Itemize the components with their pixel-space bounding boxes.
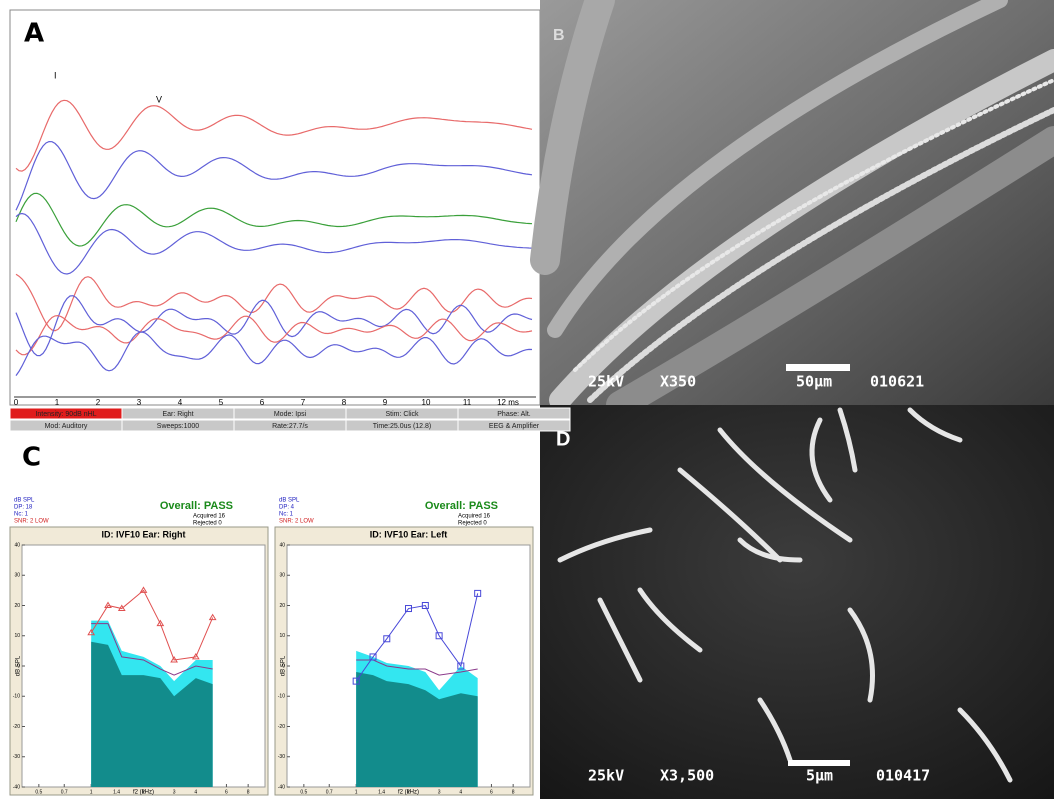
x-tick-label: 4 [194, 789, 197, 795]
y-tick-label: 40 [279, 542, 285, 548]
status-text: Mod: Auditory [45, 423, 88, 430]
y-tick-label: -10 [278, 694, 285, 700]
abr-tick-label: 12 ms [497, 398, 519, 407]
wave-label: I [54, 70, 57, 80]
x-tick-label: 6 [225, 789, 228, 795]
y-tick-label: -20 [278, 724, 285, 730]
chart-status: Overall: PASS [425, 500, 498, 512]
y-tick-label: 40 [14, 542, 20, 548]
y-tick-label: -10 [13, 694, 20, 700]
x-tick-label: 1.4 [378, 789, 385, 795]
x-tick-label: 1 [90, 789, 93, 795]
sem-scale: 50µm [796, 373, 832, 391]
legend-text: dB SPL [279, 498, 300, 504]
y-tick-label: 20 [279, 603, 285, 609]
legend-text: Nc: 1 [14, 512, 29, 518]
x-tick-label: 0.5 [35, 789, 42, 795]
panel-label: C [22, 443, 41, 473]
legend-text: dB SPL [14, 498, 35, 504]
y-tick-label: -30 [278, 754, 285, 760]
y-tick-label: -40 [13, 784, 20, 790]
x-tick-label: 8 [247, 789, 250, 795]
chart-rejected: Rejected 0 [193, 521, 222, 527]
panel-label: A [24, 19, 44, 49]
status-text: Intensity: 90dB nHL [35, 411, 96, 418]
abr-tick-label: 0 [14, 398, 19, 407]
legend-text: Nc: 1 [279, 512, 294, 518]
abr-tick-label: 10 [422, 398, 431, 407]
x-tick-label: 6 [490, 789, 493, 795]
sem-code: 010621 [870, 373, 924, 391]
x-tick-label: 2 [142, 789, 145, 795]
y-tick-label: 20 [14, 603, 20, 609]
x-tick-label: 3 [438, 789, 441, 795]
sem-voltage: 25kV [588, 373, 624, 391]
chart-acquired: Acquired 16 [458, 514, 491, 520]
status-text: Sweeps:1000 [157, 423, 200, 430]
abr-tick-label: 5 [219, 398, 224, 407]
abr-tick-label: 7 [301, 398, 306, 407]
abr-tick-label: 2 [96, 398, 101, 407]
chart-rejected: Rejected 0 [458, 521, 487, 527]
wave-label: V [156, 94, 162, 104]
chart-status: Overall: PASS [160, 500, 233, 512]
y-tick-label: -40 [278, 784, 285, 790]
x-tick-label: 8 [512, 789, 515, 795]
abr-tick-label: 6 [260, 398, 265, 407]
status-text: Time:25.0us (12.8) [373, 423, 432, 430]
x-tick-label: 0.7 [326, 789, 333, 795]
chart-title: ID: IVF10 Ear: Left [370, 529, 448, 539]
scale-bar [786, 364, 850, 371]
sem-image-d [540, 405, 1054, 799]
status-text: Phase: Alt. [497, 411, 531, 418]
y-tick-label: -20 [13, 724, 20, 730]
y-tick-label: 10 [279, 633, 285, 639]
x-tick-label: 1 [355, 789, 358, 795]
status-text: Rate:27.7/s [272, 423, 308, 430]
y-tick-label: 0 [282, 663, 285, 669]
status-text: Stim: Click [385, 411, 419, 418]
x-tick-label: 1.4 [113, 789, 120, 795]
abr-tick-label: 4 [178, 398, 183, 407]
abr-tick-label: 1 [55, 398, 60, 407]
legend-text: SNR: 2 LOW [279, 519, 314, 525]
figure: A IV B 25kV X350 50µm 010621 D 25kV X3,5… [0, 0, 1054, 799]
abr-tick-label: 8 [342, 398, 347, 407]
sem-code: 010417 [876, 767, 930, 785]
legend-text: SNR: 2 LOW [14, 519, 49, 525]
chart-acquired: Acquired 16 [193, 514, 226, 520]
status-text: Mode: Ipsi [274, 411, 307, 418]
abr-tick-label: 3 [137, 398, 142, 407]
abr-tick-label: 9 [383, 398, 388, 407]
x-tick-label: 0.5 [300, 789, 307, 795]
x-tick-label: 2 [407, 789, 410, 795]
legend-text: DP: 4 [279, 505, 295, 511]
panel-label: D [556, 428, 570, 450]
y-tick-label: 30 [14, 573, 20, 579]
y-tick-label: 0 [17, 663, 20, 669]
sem-voltage: 25kV [588, 767, 624, 785]
legend-text: DP: 18 [14, 505, 33, 511]
status-text: EEG & Amplifier [489, 423, 540, 430]
scale-bar [788, 760, 850, 766]
x-tick-label: 4 [459, 789, 462, 795]
sem-scale: 5µm [806, 767, 833, 785]
sem-magnification: X3,500 [660, 767, 714, 785]
y-tick-label: 10 [14, 633, 20, 639]
y-tick-label: 30 [279, 573, 285, 579]
abr-tick-label: 11 [463, 398, 472, 407]
chart-title: ID: IVF10 Ear: Right [101, 529, 185, 539]
panel-label: B [553, 27, 565, 44]
status-text: Ear: Right [162, 411, 193, 418]
x-tick-label: 3 [173, 789, 176, 795]
x-tick-label: 0.7 [61, 789, 68, 795]
sem-magnification: X350 [660, 373, 696, 391]
y-tick-label: -30 [13, 754, 20, 760]
